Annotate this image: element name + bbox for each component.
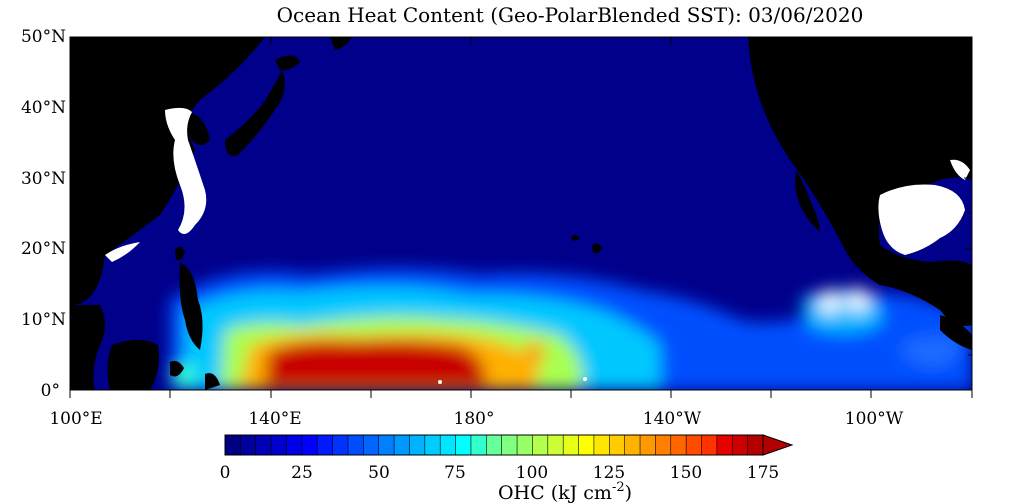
colorbar-tick-label: 25 <box>291 463 313 483</box>
colorbar-cell <box>624 434 641 456</box>
colorbar-cell <box>701 434 718 456</box>
colorbar-cell <box>224 434 242 456</box>
colorbar-cell <box>608 434 626 456</box>
lon-label: 180° <box>454 409 495 429</box>
land-masses <box>70 37 972 390</box>
colorbar-cell <box>363 434 380 456</box>
colorbar-tick-label: 50 <box>368 463 390 483</box>
colorbar-cell <box>455 434 472 456</box>
colorbar-cell <box>547 434 564 456</box>
colorbar-cell <box>424 434 441 456</box>
colorbar-tick-label: 175 <box>747 463 779 483</box>
lon-label: 140°W <box>643 409 702 429</box>
colorbar-label-main: OHC (kJ cm <box>498 482 612 504</box>
colorbar-cell <box>532 434 549 456</box>
colorbar-cell <box>747 434 764 456</box>
colorbar-cell <box>486 434 503 456</box>
colorbar-tick-label: 125 <box>593 463 625 483</box>
colorbar: 0 25 50 75 100 125 150 175 OHC (kJ cm-2) <box>220 434 794 504</box>
colorbar-tick-labels: 0 25 50 75 100 125 150 175 <box>220 463 780 483</box>
colorbar-extend-arrow <box>762 434 794 456</box>
colorbar-cell <box>562 434 580 456</box>
colorbar-cell <box>470 434 488 456</box>
lat-label: 20°N <box>21 239 66 259</box>
latitude-labels: 50°N 40°N 30°N 20°N 10°N 0° <box>21 27 66 401</box>
colorbar-cell <box>593 434 610 456</box>
colorbar-cells <box>224 434 764 456</box>
colorbar-cell <box>301 434 318 456</box>
colorbar-label-close: ) <box>625 482 632 504</box>
colorbar-tick-label: 75 <box>444 463 466 483</box>
colorbar-cell <box>393 434 411 456</box>
colorbar-cell <box>255 434 272 456</box>
lon-label: 100°E <box>49 409 102 429</box>
map-frame <box>69 36 973 398</box>
colorbar-frame <box>224 434 764 456</box>
colorbar-cell <box>731 434 749 456</box>
colorbar-cell <box>316 434 334 456</box>
lat-label: 40°N <box>21 98 66 118</box>
no-data-regions <box>105 107 970 384</box>
colorbar-cell <box>670 434 687 456</box>
colorbar-tick-label: 150 <box>670 463 702 483</box>
colorbar-tick-label: 0 <box>220 463 231 483</box>
colorbar-cell <box>409 434 426 456</box>
colorbar-cell <box>685 434 703 456</box>
heat-field <box>170 268 972 390</box>
colorbar-cell <box>439 434 457 456</box>
colorbar-cell <box>347 434 365 456</box>
colorbar-cell <box>716 434 733 456</box>
colorbar-cell <box>270 434 288 456</box>
colorbar-cell <box>639 434 657 456</box>
lat-label: 10°N <box>21 310 66 330</box>
colorbar-label: OHC (kJ cm-2) <box>498 480 632 504</box>
colorbar-cell <box>655 434 672 456</box>
colorbar-cell <box>240 434 257 456</box>
map-area <box>70 37 972 390</box>
lon-label: 140°E <box>248 409 301 429</box>
colorbar-cell <box>578 434 595 456</box>
colorbar-cell <box>378 434 395 456</box>
lat-label: 30°N <box>21 169 66 189</box>
map-title: Ocean Heat Content (Geo-PolarBlended SST… <box>277 3 864 27</box>
longitude-labels: 100°E 140°E 180° 140°W 100°W <box>49 409 903 429</box>
lon-label: 100°W <box>845 409 904 429</box>
colorbar-cell <box>286 434 303 456</box>
lat-label: 0° <box>41 381 60 401</box>
lat-label: 50°N <box>21 27 66 47</box>
colorbar-cell <box>501 434 518 456</box>
colorbar-cell <box>332 434 349 456</box>
colorbar-cell <box>516 434 534 456</box>
colorbar-label-exponent: -2 <box>612 480 625 495</box>
colorbar-tick-label: 100 <box>516 463 548 483</box>
